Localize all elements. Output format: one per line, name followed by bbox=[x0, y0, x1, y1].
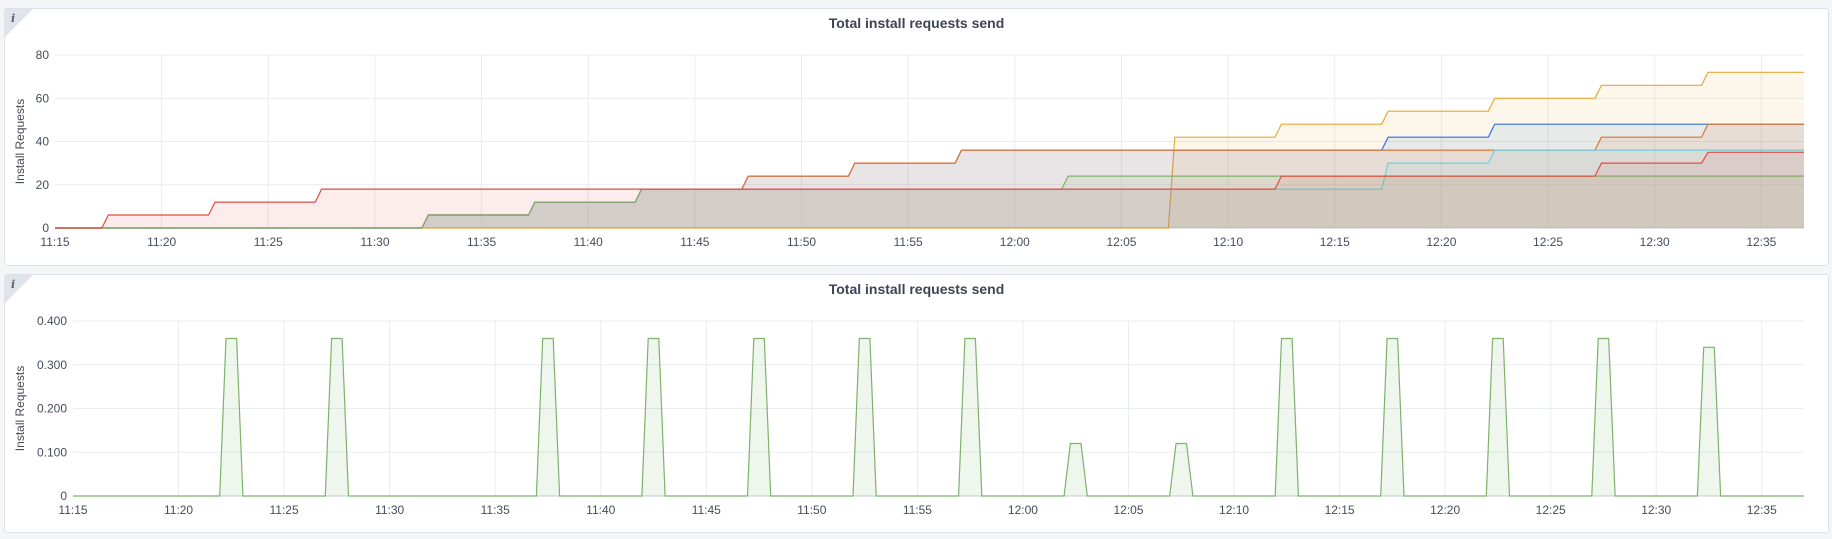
x-tick-label: 12:35 bbox=[1746, 235, 1776, 249]
y-tick-label: 0 bbox=[60, 489, 67, 503]
y-tick-label: 60 bbox=[36, 91, 50, 105]
series-area-5 bbox=[55, 152, 1804, 228]
y-axis-label: Install Requests bbox=[13, 99, 27, 184]
x-tick-label: 11:40 bbox=[586, 503, 615, 517]
x-tick-label: 12:20 bbox=[1426, 235, 1456, 249]
y-axis-label: Install Requests bbox=[13, 366, 27, 451]
x-tick-label: 12:15 bbox=[1325, 503, 1355, 517]
x-tick-label: 11:40 bbox=[574, 235, 603, 249]
panel-title: Total install requests send bbox=[828, 281, 1005, 297]
x-tick-label: 11:20 bbox=[164, 503, 193, 517]
series-line-4 bbox=[55, 175, 1804, 229]
x-tick-label: 12:10 bbox=[1213, 235, 1243, 249]
x-tick-label: 11:25 bbox=[270, 503, 299, 517]
info-corner[interactable] bbox=[5, 275, 33, 303]
y-tick-label: 0 bbox=[42, 221, 49, 235]
x-tick-label: 11:55 bbox=[903, 503, 932, 517]
x-tick-label: 11:45 bbox=[680, 235, 709, 249]
series-area-3 bbox=[55, 150, 1804, 228]
x-tick-label: 12:05 bbox=[1113, 503, 1143, 517]
x-tick-label: 11:35 bbox=[467, 235, 496, 249]
x-tick-label: 11:50 bbox=[797, 503, 826, 517]
x-tick-label: 12:25 bbox=[1533, 235, 1563, 249]
x-tick-label: 11:20 bbox=[147, 235, 176, 249]
y-tick-label: 20 bbox=[36, 178, 50, 192]
x-tick-label: 12:35 bbox=[1747, 503, 1777, 517]
y-tick-label: 0.300 bbox=[37, 358, 67, 372]
x-tick-label: 12:10 bbox=[1219, 503, 1249, 517]
y-tick-label: 0.200 bbox=[37, 402, 67, 416]
rate-area-chart: 0 0.100 0.200 0.300 0.400 11:15 11:20 11:25 11:3… bbox=[13, 314, 1804, 517]
y-tick-label: 0.100 bbox=[37, 445, 67, 459]
x-tick-label: 12:25 bbox=[1536, 503, 1566, 517]
x-tick-label: 12:05 bbox=[1106, 235, 1136, 249]
series-line-0 bbox=[55, 71, 1804, 229]
x-tick-label: 12:00 bbox=[1008, 503, 1038, 517]
x-tick-label: 11:45 bbox=[692, 503, 721, 517]
x-tick-label: 11:50 bbox=[787, 235, 816, 249]
cumulative-area-chart: 0 20 40 60 80 11:15 11:20 11:25 11:30 11:35 11:40 1… bbox=[13, 48, 1804, 249]
x-tick-label: 12:30 bbox=[1640, 235, 1670, 249]
x-tick-label: 12:20 bbox=[1430, 503, 1460, 517]
series-line-5 bbox=[55, 151, 1804, 229]
x-tick-label: 12:15 bbox=[1320, 235, 1350, 249]
chart-panel-cumulative: i Total install requests send 0 20 40 60 80 1… bbox=[4, 8, 1829, 266]
x-tick-label: 11:15 bbox=[58, 503, 87, 517]
y-tick-label: 40 bbox=[36, 135, 50, 149]
y-tick-label: 0.400 bbox=[37, 314, 67, 328]
x-tick-label: 11:30 bbox=[360, 235, 389, 249]
info-icon[interactable]: i bbox=[11, 278, 16, 291]
x-tick-label: 11:15 bbox=[40, 235, 69, 249]
x-tick-label: 12:30 bbox=[1641, 503, 1671, 517]
x-tick-label: 11:35 bbox=[481, 503, 510, 517]
x-tick-label: 11:25 bbox=[254, 235, 283, 249]
series-line-0 bbox=[73, 337, 1804, 497]
chart-panel-rate: i Total install requests send 0 0.100 0.20… bbox=[4, 274, 1829, 533]
x-tick-label: 12:00 bbox=[1000, 235, 1030, 249]
info-icon[interactable]: i bbox=[11, 12, 16, 25]
panel-title: Total install requests send bbox=[828, 15, 1005, 31]
y-tick-label: 80 bbox=[36, 48, 50, 62]
info-corner[interactable] bbox=[5, 9, 33, 37]
series-area-0 bbox=[73, 338, 1804, 496]
x-tick-label: 11:55 bbox=[894, 235, 923, 249]
x-tick-label: 11:30 bbox=[375, 503, 404, 517]
